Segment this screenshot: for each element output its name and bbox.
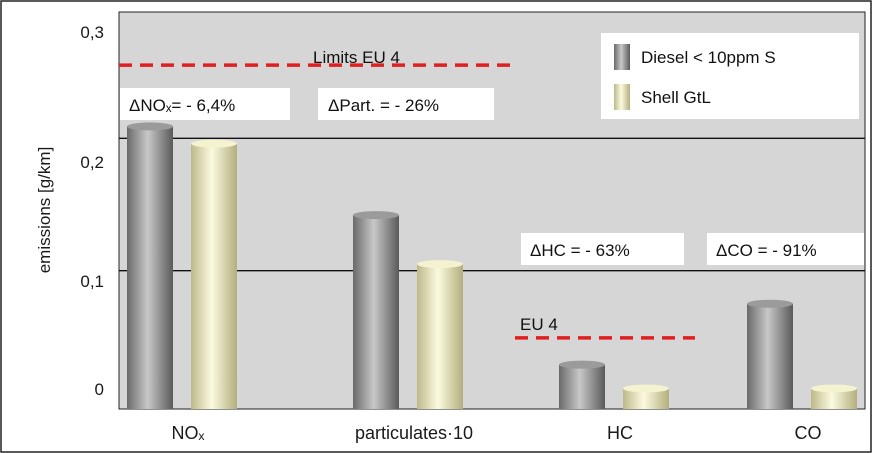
- bar-cap: [191, 139, 237, 148]
- bar-gtl-3: [811, 388, 857, 409]
- bar-cap: [623, 384, 669, 393]
- y-tick-label: 0: [95, 380, 104, 399]
- bar-cap: [127, 122, 173, 131]
- legend-box: [601, 33, 859, 119]
- legend-swatch-diesel: [614, 44, 630, 70]
- grid-lines: [119, 137, 865, 272]
- x-tick-label: NOₓ: [172, 423, 205, 443]
- annotation-box-nox: [120, 88, 290, 120]
- bar-diesel-1: [353, 215, 399, 409]
- legend-label-diesel: Diesel < 10ppm S: [641, 48, 776, 67]
- legend: Diesel < 10ppm S Shell GtL: [601, 33, 859, 119]
- limit-label-eu4-hc: EU 4: [520, 315, 558, 334]
- bar-cap: [353, 211, 399, 220]
- bar-cap: [747, 299, 793, 308]
- y-tick-label: 0,1: [80, 272, 104, 291]
- x-axis-labels: NOₓ particulates·10 HC CO: [172, 423, 822, 443]
- x-tick-label: HC: [607, 423, 633, 443]
- limit-label-eu4-total: Limits EU 4: [313, 48, 400, 67]
- annotation-co: ΔCO = - 91%: [716, 241, 817, 260]
- y-tick-label: 0,3: [80, 23, 104, 42]
- legend-swatch-gtl: [614, 84, 630, 110]
- annotation-box-particulates: [318, 88, 494, 120]
- bars: [127, 122, 857, 410]
- y-tick-label: 0,2: [80, 153, 104, 172]
- annotation-box-co: [707, 233, 864, 265]
- bar-gtl-1: [417, 264, 463, 409]
- bar-diesel-0: [127, 126, 173, 409]
- bar-diesel-3: [747, 303, 793, 409]
- x-tick-label: particulates·10: [355, 423, 473, 443]
- bar-diesel-2: [559, 364, 605, 409]
- y-axis-ticks: 0 0,1 0,2 0,3: [80, 23, 104, 399]
- bar-gtl-2: [623, 388, 669, 409]
- bar-cap: [417, 260, 463, 269]
- annotation-nox: ΔNOₓ= - 6,4%: [129, 96, 235, 115]
- bar-cap: [811, 384, 857, 393]
- bar-cap: [559, 360, 605, 369]
- y-axis-label: emissions [g/km]: [35, 147, 54, 274]
- annotation-hc: ΔHC = - 63%: [530, 241, 630, 260]
- legend-label-gtl: Shell GtL: [641, 88, 711, 107]
- bar-gtl-0: [191, 143, 237, 410]
- annotation-particulates: ΔPart. = - 26%: [328, 96, 439, 115]
- x-tick-label: CO: [795, 423, 822, 443]
- annotation-box-hc: [521, 233, 684, 265]
